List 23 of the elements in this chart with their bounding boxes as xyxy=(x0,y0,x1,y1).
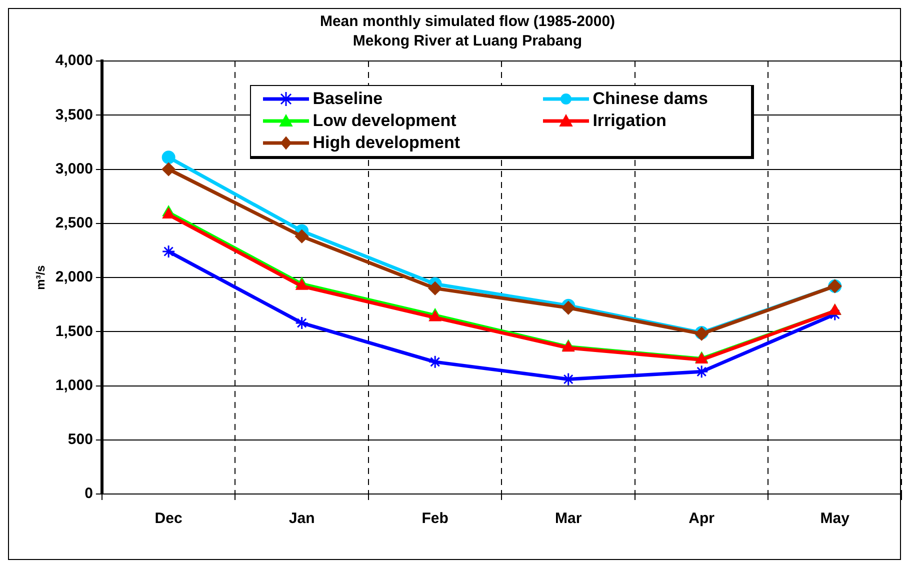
y-tick-label: 1,000 xyxy=(55,376,93,394)
y-tick-label: 3,000 xyxy=(55,160,93,178)
y-axis-title: m³/s xyxy=(34,264,48,290)
x-tick-label: Feb xyxy=(422,510,448,528)
legend-label: Irrigation xyxy=(592,111,666,131)
y-tick-label: 500 xyxy=(68,431,93,448)
x-tick-label: Mar xyxy=(555,510,582,528)
x-tick-label: May xyxy=(820,510,850,528)
legend-label: Low development xyxy=(312,111,456,131)
y-tick-label: 4,000 xyxy=(55,52,93,70)
chart-subtitle: Mekong River at Luang Prabang xyxy=(352,32,582,50)
legend-label: High development xyxy=(312,133,460,153)
y-tick-label: 3,500 xyxy=(55,106,93,124)
legend-label: Chinese dams xyxy=(592,89,708,109)
x-tick-label: Jan xyxy=(288,510,315,528)
legend-label: Baseline xyxy=(312,89,383,109)
x-tick-label: Dec xyxy=(154,510,182,528)
chart-title: Mean monthly simulated flow (1985-2000) xyxy=(320,12,616,30)
y-tick-label: 1,500 xyxy=(55,322,93,340)
y-tick-label: 0 xyxy=(84,485,93,502)
x-tick-label: Apr xyxy=(688,510,715,528)
y-tick-label: 2,000 xyxy=(55,268,93,286)
y-tick-label: 2,500 xyxy=(55,214,93,232)
